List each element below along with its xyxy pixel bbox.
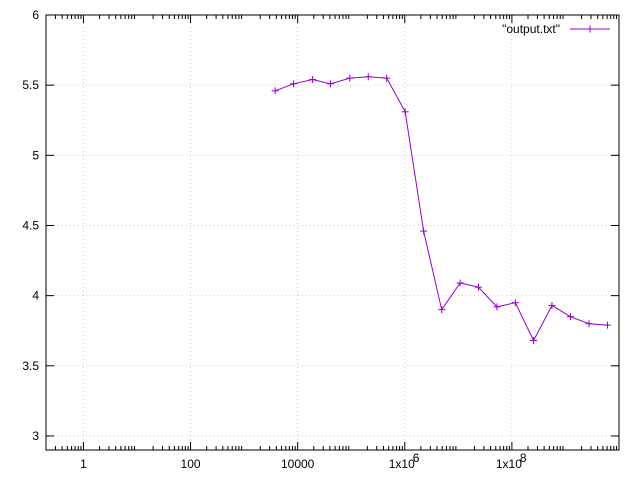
data-point bbox=[401, 108, 409, 116]
data-point bbox=[456, 279, 464, 287]
data-point bbox=[585, 320, 593, 328]
x-tick-label: 1x10 bbox=[389, 457, 415, 471]
y-tick-label: 3.5 bbox=[22, 359, 39, 373]
y-tick-label: 3 bbox=[32, 429, 39, 443]
data-point bbox=[493, 303, 501, 311]
data-point bbox=[271, 87, 279, 95]
y-tick-label: 5 bbox=[32, 148, 39, 162]
data-point bbox=[530, 337, 538, 345]
data-point bbox=[326, 80, 334, 88]
data-point bbox=[309, 76, 317, 84]
x-tick-label: 1 bbox=[80, 457, 87, 471]
x-tick-label: 10000 bbox=[281, 457, 315, 471]
data-point bbox=[364, 73, 372, 81]
data-point bbox=[474, 283, 482, 291]
data-point bbox=[511, 299, 519, 307]
data-point bbox=[346, 74, 354, 82]
legend: "output.txt" bbox=[502, 22, 610, 36]
y-tick-label: 5.5 bbox=[22, 78, 39, 92]
plot-frame bbox=[45, 14, 620, 451]
y-tick-label: 6 bbox=[32, 8, 39, 22]
data-point bbox=[383, 74, 391, 82]
x-tick-label-exponent: 8 bbox=[520, 451, 527, 465]
axis-ticks bbox=[45, 14, 619, 450]
data-point bbox=[548, 301, 556, 309]
x-tick-label: 100 bbox=[181, 457, 201, 471]
data-point bbox=[438, 306, 446, 314]
y-tick-label: 4 bbox=[32, 289, 39, 303]
series-layer bbox=[271, 73, 612, 345]
x-tick-label: 1x10 bbox=[496, 457, 522, 471]
data-point bbox=[290, 80, 298, 88]
data-point bbox=[604, 321, 612, 329]
x-tick-label-exponent: 6 bbox=[413, 451, 420, 465]
series-line bbox=[275, 76, 608, 342]
legend-marker bbox=[586, 25, 594, 33]
legend-label: "output.txt" bbox=[502, 22, 560, 36]
grid-lines bbox=[46, 14, 619, 450]
y-tick-label: 4.5 bbox=[22, 218, 39, 232]
data-point bbox=[420, 227, 428, 235]
data-point bbox=[566, 313, 574, 321]
